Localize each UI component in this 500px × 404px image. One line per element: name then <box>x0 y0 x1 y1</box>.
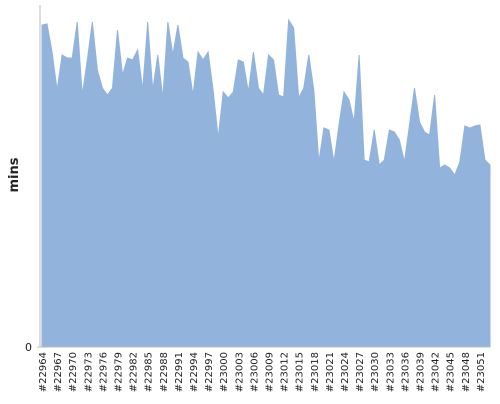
x-tick-label: #23033 <box>385 352 396 392</box>
x-tick-label: #23003 <box>234 352 245 392</box>
area <box>41 18 491 348</box>
x-tick-label: #22970 <box>68 352 79 392</box>
x-tick-label: #23000 <box>219 352 230 392</box>
x-tick-label: #22976 <box>98 352 109 392</box>
x-tick-label: #22988 <box>159 352 170 392</box>
x-tick-label: #22985 <box>144 352 155 392</box>
x-tick-label: #23048 <box>461 352 472 392</box>
x-tick-label: #23030 <box>370 352 381 392</box>
x-tick-label: #23051 <box>476 352 487 392</box>
x-tick-label: #22967 <box>53 352 64 392</box>
x-tick-label: #22991 <box>174 352 185 392</box>
x-tick-label: #23027 <box>355 352 366 392</box>
x-tick-label: #23024 <box>340 352 351 392</box>
x-tick-label: #23039 <box>416 352 427 392</box>
x-tick-label: #23009 <box>265 352 276 392</box>
x-tick-label: #23012 <box>280 352 291 392</box>
y-axis-label: mins <box>7 157 22 192</box>
x-tick-label: #23045 <box>446 352 457 392</box>
x-tick-label: #22994 <box>189 352 200 392</box>
x-tick-label: #23015 <box>295 352 306 392</box>
x-tick-label: #22979 <box>114 352 125 392</box>
x-tick-label: #23006 <box>249 352 260 392</box>
x-tick-label: #22964 <box>38 352 49 392</box>
x-tick-label: #23021 <box>325 352 336 392</box>
x-tick-label: #23018 <box>310 352 321 392</box>
x-tick-label: #23036 <box>400 352 411 392</box>
x-tick-label: #22982 <box>129 352 140 392</box>
x-tick-label: #22973 <box>83 352 94 392</box>
y-tick-label: 0 <box>25 341 32 354</box>
x-tick-label: #22997 <box>204 352 215 392</box>
x-tick-label: #23042 <box>431 352 442 392</box>
